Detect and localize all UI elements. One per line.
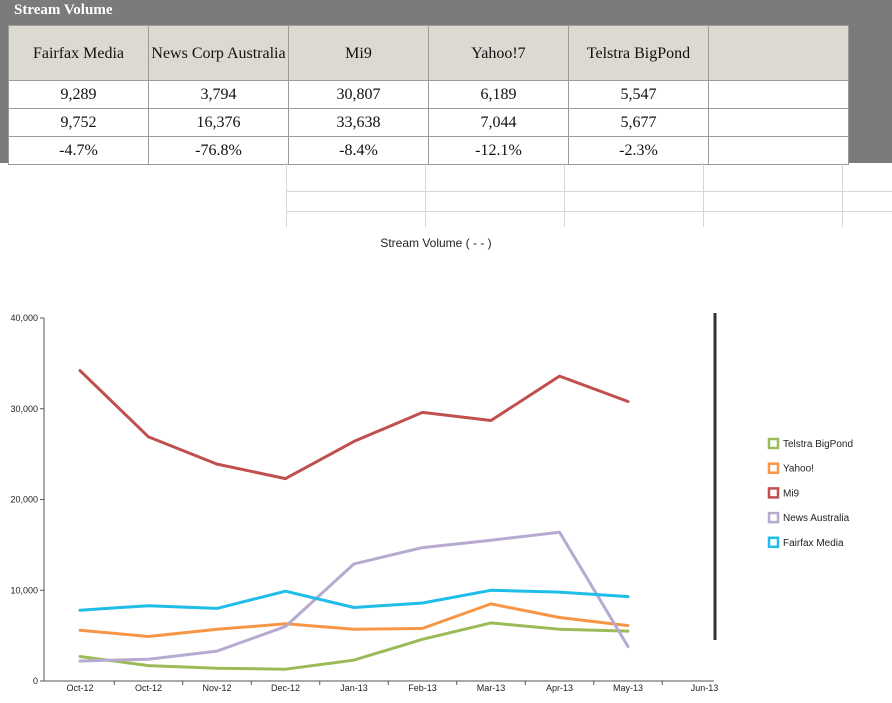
y-axis-ticks: 0 10,000 20,000 30,000 40,000: [10, 313, 44, 686]
legend-label: Yahoo!: [783, 464, 814, 475]
x-tick-label: May-13: [613, 683, 643, 693]
table-header-row: Fairfax Media News Corp Australia Mi9 Ya…: [8, 25, 849, 81]
grid-line: [564, 163, 565, 227]
x-tick-label: Dec-12: [271, 683, 300, 693]
chart-legend: Telstra BigPond Yahoo! Mi9 News Australia Fa…: [767, 437, 853, 549]
table-cell: [708, 136, 849, 165]
header-telstra: Telstra BigPond: [568, 25, 709, 81]
table-cell: -4.7%: [8, 136, 149, 165]
x-tick-label: Oct-12: [135, 683, 162, 693]
header-empty: [708, 25, 849, 81]
table-cell: [708, 80, 849, 109]
legend-swatch: [767, 536, 780, 549]
grid-line: [286, 211, 892, 212]
header-yahoo7: Yahoo!7: [428, 25, 569, 81]
legend-label: Fairfax Media: [783, 538, 844, 549]
y-tick-label: 30,000: [10, 404, 38, 414]
y-tick-label: 10,000: [10, 585, 38, 595]
table-row: 9,289 3,794 30,807 6,189 5,547: [8, 80, 849, 109]
series-line-news-australia: [78, 530, 630, 663]
x-axis-ticks: Oct-12 Oct-12 Nov-12 Dec-12 Jan-13 Feb-13 Mar-…: [66, 681, 718, 693]
table-cell: 3,794: [148, 80, 289, 109]
table-cell: 16,376: [148, 108, 289, 137]
chart-series: [78, 369, 630, 671]
table-cell: 6,189: [428, 80, 569, 109]
x-tick-label: Feb-13: [408, 683, 437, 693]
table-cell: 9,752: [8, 108, 149, 137]
table-cell: 9,289: [8, 80, 149, 109]
grid-line: [842, 163, 843, 227]
legend-swatch: [767, 437, 780, 450]
legend-swatch: [767, 462, 780, 474]
series-line-mi9: [78, 369, 630, 481]
legend-label: Mi9: [783, 488, 800, 499]
x-tick-label: Apr-13: [546, 683, 573, 693]
x-tick-label: Jan-13: [340, 683, 368, 693]
legend-label: News Australia: [783, 513, 850, 524]
table-title: Stream Volume: [14, 2, 113, 18]
stream-volume-table-panel: Stream Volume Fairfax Media News Corp Au…: [0, 0, 892, 165]
table-cell: -2.3%: [568, 136, 709, 165]
table-cell: 33,638: [288, 108, 429, 137]
grid-line: [703, 163, 704, 227]
x-tick-label: Oct-12: [66, 683, 93, 693]
header-mi9: Mi9: [288, 25, 429, 81]
table-cell: -8.4%: [288, 136, 429, 165]
grid-line: [425, 163, 426, 227]
table-cell: 7,044: [428, 108, 569, 137]
chart-title: Stream Volume ( - - ): [380, 236, 491, 250]
table-cell: -12.1%: [428, 136, 569, 165]
legend-swatch: [767, 487, 780, 499]
y-tick-label: 20,000: [10, 495, 38, 505]
x-tick-label: Mar-13: [477, 683, 506, 693]
table-cell: 30,807: [288, 80, 429, 109]
series-line-yahoo-: [78, 602, 630, 638]
table-cell: -76.8%: [148, 136, 289, 165]
grid-line: [286, 163, 287, 227]
header-fairfax: Fairfax Media: [8, 25, 149, 81]
x-tick-label: Jun-13: [691, 683, 719, 693]
legend-swatch: [767, 511, 780, 524]
series-line-telstra-bigpond: [78, 621, 630, 671]
stream-volume-table: Fairfax Media News Corp Australia Mi9 Ya…: [8, 25, 849, 165]
table-cell: 5,677: [568, 108, 709, 137]
table-row: 9,752 16,376 33,638 7,044 5,677: [8, 108, 849, 137]
series-line-fairfax-media: [78, 588, 630, 612]
y-tick-label: 0: [33, 676, 38, 686]
grid-line: [286, 191, 892, 192]
legend-label: Telstra BigPond: [783, 439, 853, 450]
table-row: -4.7% -76.8% -8.4% -12.1% -2.3%: [8, 136, 849, 165]
x-tick-label: Nov-12: [202, 683, 231, 693]
y-tick-label: 40,000: [10, 313, 38, 323]
table-cell: 5,547: [568, 80, 709, 109]
